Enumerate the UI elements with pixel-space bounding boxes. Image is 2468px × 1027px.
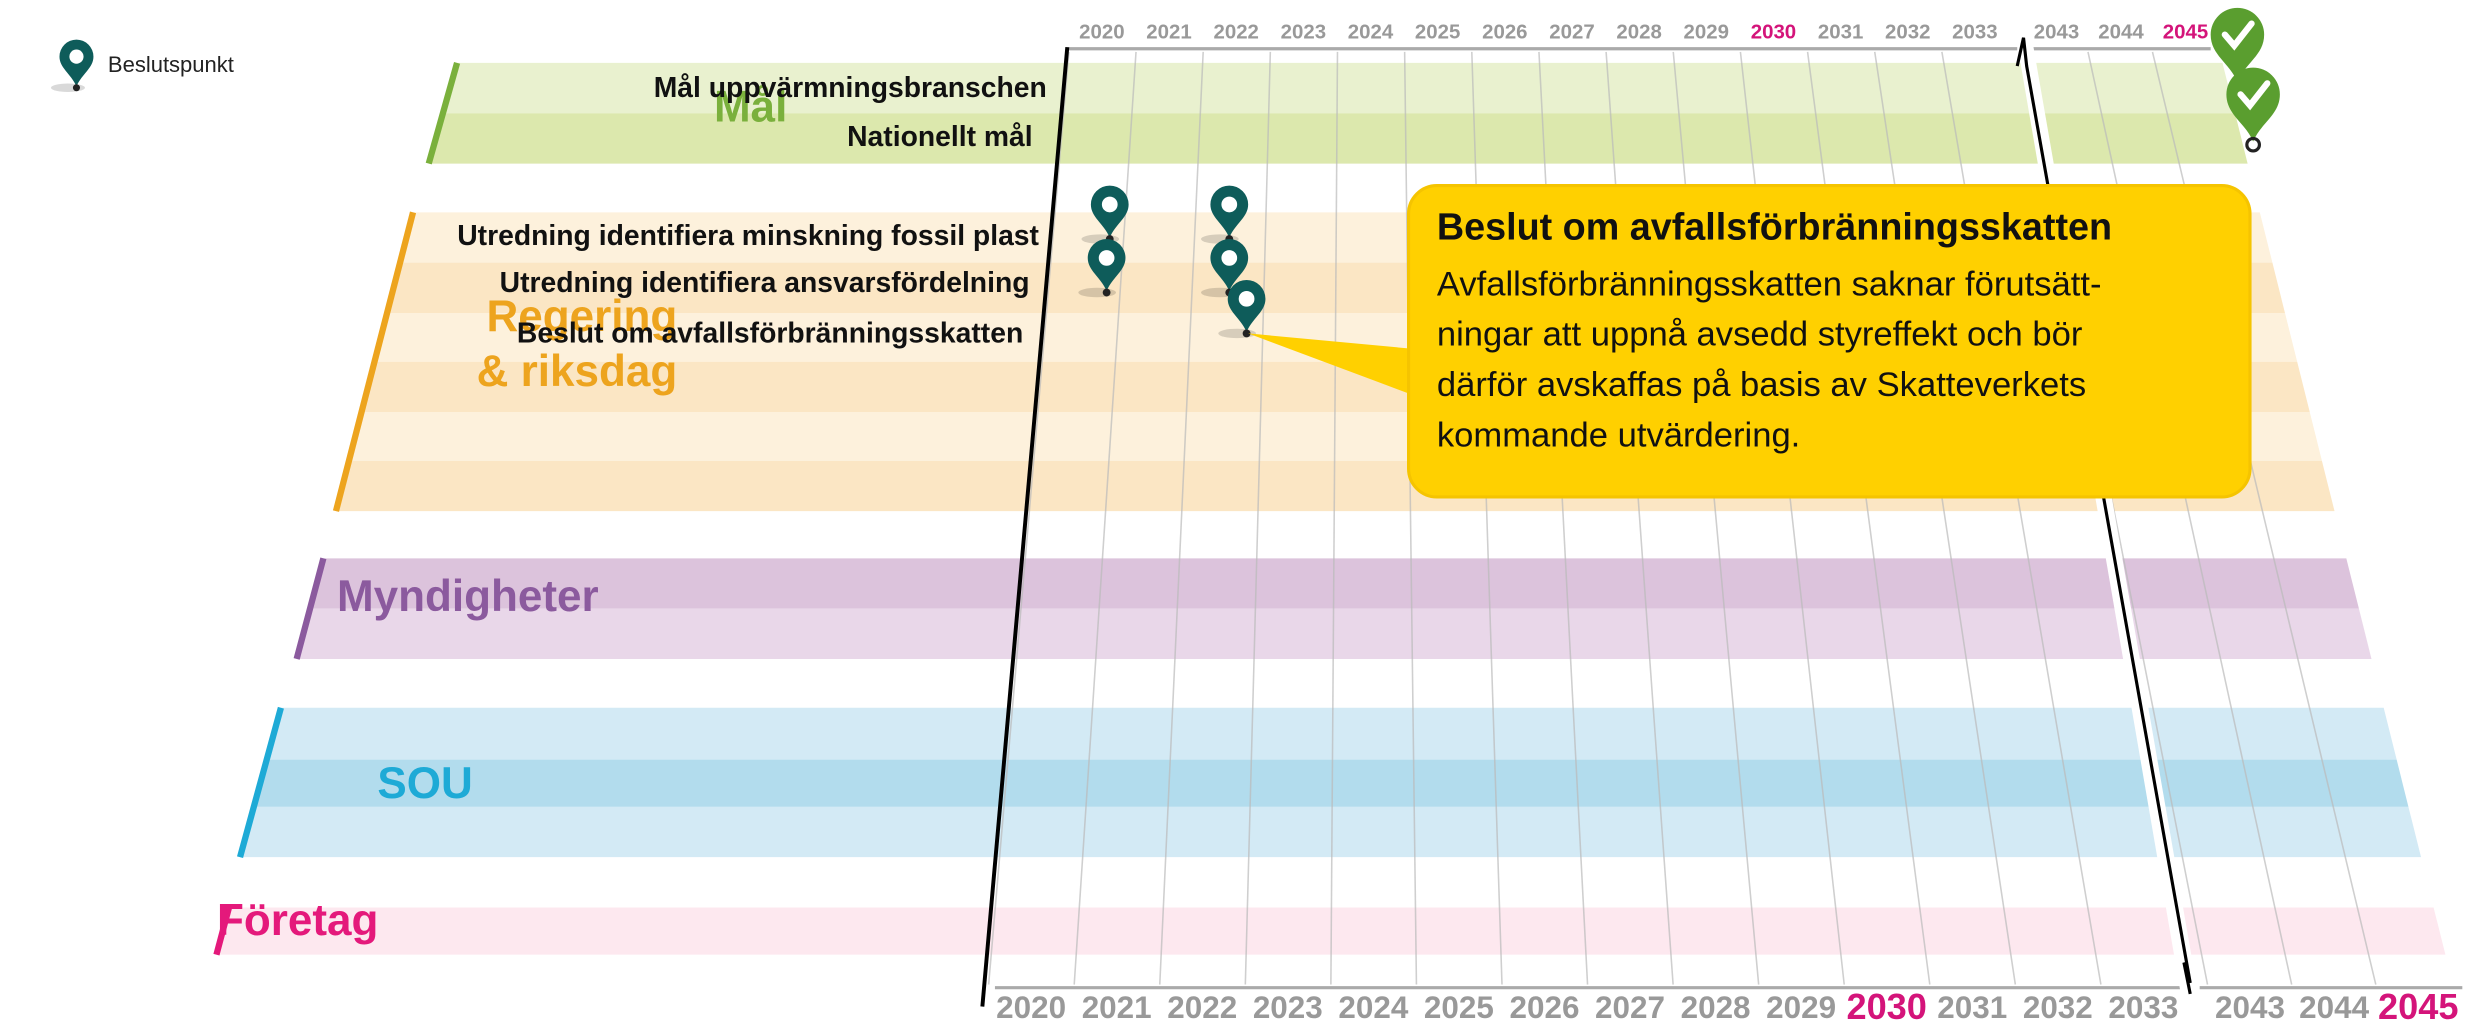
- category-slash: [236, 706, 284, 858]
- callout-box: [1407, 184, 2252, 499]
- bottom-year-label: 2031: [1937, 990, 2007, 1025]
- category-label: Regering: [486, 292, 677, 341]
- callout-text: ningar att uppnå avsedd styreffekt och b…: [1437, 316, 2083, 354]
- callout-text: Avfallsförbränningsskatten saknar föruts…: [1437, 265, 2102, 303]
- bottom-year-label: 2024: [1338, 990, 1408, 1025]
- category-slash: [425, 62, 461, 165]
- top-year-label: 2032: [1885, 20, 1930, 43]
- top-year-label: 2028: [1616, 20, 1661, 43]
- bottom-year-label: 2027: [1595, 990, 1665, 1025]
- bottom-year-label: 2022: [1167, 990, 1237, 1025]
- top-year-label: 2029: [1684, 20, 1729, 43]
- grid-line: [1158, 51, 1204, 985]
- pin-hole: [1101, 196, 1118, 213]
- row-label: Utredning identifiera minskning fossil p…: [457, 219, 1039, 251]
- callout-text: därför avskaffas på basis av Skatteverke…: [1437, 366, 2086, 404]
- pin-hole: [1098, 250, 1115, 266]
- category-label: Mål: [714, 83, 787, 132]
- legend-label: Beslutspunkt: [108, 52, 234, 77]
- top-year-label: 2026: [1482, 20, 1527, 43]
- pin-dot: [1242, 329, 1251, 338]
- bottom-year-label: 2026: [1509, 990, 1579, 1025]
- category-label: Företag: [217, 896, 378, 945]
- check-target: [2245, 136, 2262, 153]
- top-year-label: 2027: [1549, 20, 1594, 43]
- decision-pin: [1218, 279, 1266, 339]
- bottom-year-label: 2021: [1082, 990, 1152, 1025]
- grid-line: [1330, 51, 1339, 985]
- band: [310, 558, 2359, 609]
- top-year-label: 2022: [1213, 20, 1258, 43]
- bottom-year-label: 2020: [996, 990, 1066, 1025]
- top-year-label: 2021: [1146, 20, 1191, 43]
- band: [442, 62, 2236, 114]
- goal-check: [2210, 7, 2265, 82]
- goal-check: [2226, 67, 2280, 142]
- top-year-label: 2044: [2098, 20, 2144, 43]
- band: [428, 113, 2248, 164]
- top-year-label: 2023: [1281, 20, 1326, 43]
- bottom-year-label: 2023: [1253, 990, 1323, 1025]
- band: [254, 759, 2409, 807]
- pin-hole: [1221, 196, 1238, 213]
- category-slash: [332, 211, 417, 512]
- pin-hole: [69, 49, 84, 64]
- pin-dot: [1102, 288, 1111, 297]
- check-mark: [2237, 80, 2271, 111]
- row-label: Mål uppvärmningsbranschen: [654, 71, 1047, 103]
- bottom-year-label: 2045: [2378, 986, 2458, 1027]
- bottom-year-label: 2029: [1766, 990, 1836, 1025]
- category-label: Myndigheter: [337, 572, 599, 621]
- row-label: Beslut om avfallsförbränningsskatten: [517, 316, 1023, 348]
- bottom-year-label: 2033: [2108, 990, 2178, 1025]
- callout-text: kommande utvärdering.: [1437, 416, 1800, 454]
- top-year-label: 2031: [1818, 20, 1863, 43]
- axis-break-line: [2015, 37, 2192, 995]
- grid-line: [987, 51, 1070, 985]
- decision-pin: [50, 39, 94, 93]
- top-year-label: 2020: [1079, 20, 1124, 43]
- top-year-label: 2025: [1415, 20, 1460, 43]
- top-year-label: 2024: [1348, 20, 1394, 43]
- grid-line: [1244, 51, 1272, 985]
- bottom-year-label: 2032: [2023, 990, 2093, 1025]
- top-year-label: 2030: [1751, 20, 1796, 43]
- timeline-start: [980, 47, 1070, 1007]
- grid-line: [1403, 51, 1418, 985]
- band: [240, 806, 2422, 858]
- callout-title: Beslut om avfallsförbränningsskatten: [1437, 206, 2112, 248]
- category-slash: [293, 557, 327, 660]
- pin-hole: [1221, 250, 1238, 266]
- check-mark: [2221, 20, 2255, 51]
- decision-pin: [1078, 239, 1126, 298]
- pin-dot: [72, 84, 81, 92]
- category-slash: [213, 906, 233, 956]
- bottom-year-label: 2030: [1846, 986, 1926, 1027]
- top-year-label: 2043: [2034, 20, 2079, 43]
- category-label: & riksdag: [477, 347, 678, 396]
- bottom-year-label: 2028: [1681, 990, 1751, 1025]
- row-label: Nationellt mål: [847, 120, 1033, 152]
- top-year-label: 2033: [1952, 20, 1997, 43]
- top-year-label: 2045: [2163, 20, 2208, 43]
- bottom-year-label: 2025: [1424, 990, 1494, 1025]
- bottom-year-label: 2043: [2215, 990, 2285, 1025]
- category-label: SOU: [377, 759, 472, 808]
- row-label: Utredning identifiera ansvarsfördelning: [500, 266, 1030, 298]
- pin-hole: [1238, 290, 1255, 307]
- bottom-year-label: 2044: [2299, 990, 2369, 1025]
